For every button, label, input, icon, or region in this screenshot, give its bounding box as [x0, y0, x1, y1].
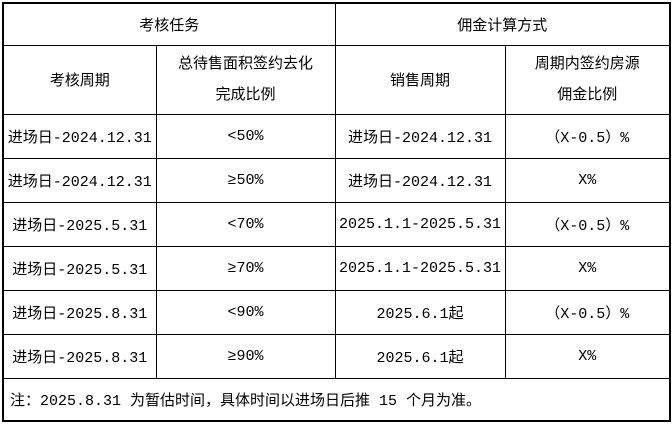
completion-ratio-cell: <90%: [155, 289, 336, 335]
footnote-row: 注：2025.8.31 为暂估时间，具体时间以进场日后推 15 个月为准。: [2, 377, 671, 422]
assessment-period-cell: 进场日-2024.12.31: [2, 157, 157, 203]
table-row: 进场日-2025.5.31 ≥70% 2025.1.1-2025.5.31 X%: [2, 245, 671, 291]
col-header-assessment-period: 考核周期: [2, 44, 157, 115]
completion-ratio-cell: ≥70%: [155, 245, 336, 291]
assessment-period-cell: 进场日-2024.12.31: [2, 113, 157, 159]
col-header-commission-rate-line1: 周期内签约房源: [534, 55, 640, 73]
col-header-sales-period: 销售周期: [334, 44, 506, 115]
assessment-period-cell: 进场日-2025.5.31: [2, 201, 157, 247]
group-header-row: 考核任务 佣金计算方式: [2, 2, 671, 46]
sales-period-cell: 2025.1.1-2025.5.31: [334, 245, 506, 291]
header-commission-method: 佣金计算方式: [334, 2, 671, 46]
col-header-commission-rate-line2: 佣金比例: [557, 86, 618, 104]
commission-rate-cell: X%: [504, 333, 671, 379]
commission-rate-cell: （X-0.5）%: [504, 201, 671, 247]
commission-rate-cell: （X-0.5）%: [504, 113, 671, 159]
header-assessment-task: 考核任务: [2, 2, 336, 46]
sales-period-cell: 进场日-2024.12.31: [334, 113, 506, 159]
commission-rate-cell: （X-0.5）%: [504, 289, 671, 335]
completion-ratio-cell: ≥50%: [155, 157, 336, 203]
sales-period-cell: 2025.1.1-2025.5.31: [334, 201, 506, 247]
completion-ratio-cell: <50%: [155, 113, 336, 159]
sales-period-cell: 2025.6.1起: [334, 333, 506, 379]
assessment-period-cell: 进场日-2025.8.31: [2, 289, 157, 335]
table-row: 进场日-2025.8.31 <90% 2025.6.1起 （X-0.5）%: [2, 289, 671, 335]
table-row: 进场日-2024.12.31 ≥50% 进场日-2024.12.31 X%: [2, 157, 671, 203]
table-row: 进场日-2025.8.31 ≥90% 2025.6.1起 X%: [2, 333, 671, 379]
sales-period-cell: 2025.6.1起: [334, 289, 506, 335]
table-row: 进场日-2024.12.31 <50% 进场日-2024.12.31 （X-0.…: [2, 113, 671, 159]
commission-rate-cell: X%: [504, 245, 671, 291]
completion-ratio-cell: <70%: [155, 201, 336, 247]
column-header-row: 考核周期 总待售面积签约去化 完成比例 销售周期 周期内签约房源 佣金比例: [2, 44, 671, 115]
assessment-period-cell: 进场日-2025.8.31: [2, 333, 157, 379]
col-header-completion-ratio-line2: 完成比例: [215, 86, 276, 104]
table-row: 进场日-2025.5.31 <70% 2025.1.1-2025.5.31 （X…: [2, 201, 671, 247]
sales-period-cell: 进场日-2024.12.31: [334, 157, 506, 203]
col-header-commission-rate: 周期内签约房源 佣金比例: [504, 44, 671, 115]
assessment-period-cell: 进场日-2025.5.31: [2, 245, 157, 291]
commission-rate-cell: X%: [504, 157, 671, 203]
col-header-completion-ratio: 总待售面积签约去化 完成比例: [155, 44, 336, 115]
footnote-text: 注：2025.8.31 为暂估时间，具体时间以进场日后推 15 个月为准。: [2, 377, 671, 422]
col-header-completion-ratio-line1: 总待售面积签约去化: [178, 55, 314, 73]
completion-ratio-cell: ≥90%: [155, 333, 336, 379]
